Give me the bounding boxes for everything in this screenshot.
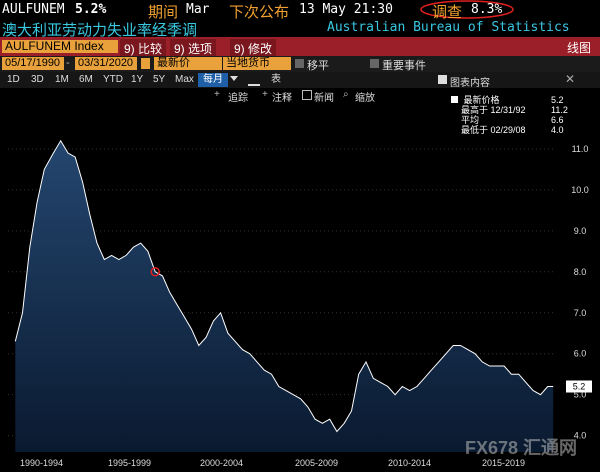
y-tick-label: 11.0 — [572, 144, 589, 154]
currency-select[interactable]: 当地货币 — [223, 57, 291, 70]
ticker-symbol: AULFUNEM — [2, 2, 65, 17]
legend-latest: 最新价格 5.2 — [451, 95, 571, 105]
legend-latest-value: 5.2 — [551, 95, 564, 105]
x-label-2010: 2010-2014 — [388, 458, 432, 468]
ticker-value: 5.2% — [75, 2, 107, 17]
next-release-label: 下次公布 — [229, 3, 290, 21]
legend-low-label: 最低于 — [461, 125, 489, 135]
legend-low: 最低于 02/29/08 4.0 — [451, 125, 571, 135]
y-tick-label: 10.0 — [571, 185, 589, 195]
command-toolbar: AULFUNEM Index 9) 比较 9) 选项 9) 修改 线图 — [0, 37, 600, 58]
legend-low-value: 4.0 — [551, 125, 564, 135]
calendar-icon[interactable] — [141, 58, 150, 69]
chart-content-icon[interactable] — [438, 75, 447, 84]
legend-avg-value: 6.6 — [551, 115, 564, 125]
range-6m[interactable]: 6M — [79, 74, 93, 85]
last-value-label: 5.2 — [566, 380, 592, 393]
title-row: 澳大利亚劳动力失业率经季调 Australian Bureau of Stati… — [0, 19, 600, 39]
y-tick-label: 8.0 — [574, 267, 587, 277]
period-value: Mar — [186, 2, 210, 17]
chart-type-label: 线图 — [567, 41, 592, 55]
series-area — [15, 140, 554, 453]
legend-low-date: 02/29/08 — [490, 125, 526, 135]
track-tool[interactable]: 追踪 — [228, 93, 248, 104]
legend-swatch — [451, 96, 458, 103]
y-tick-label: 5.0 — [574, 390, 587, 400]
x-label-2005: 2005-2009 — [295, 458, 339, 468]
legend-high-date: 12/31/92 — [490, 105, 526, 115]
table-label[interactable]: 表 — [271, 74, 281, 85]
survey-circle-annotation — [420, 0, 514, 19]
x-label-2015: 2015-2019 — [482, 458, 526, 468]
frequency-select[interactable]: 每月 — [198, 73, 228, 87]
options-button[interactable]: 9) 选项 — [170, 39, 217, 58]
smooth-checkbox[interactable] — [295, 59, 304, 68]
chart-style-icon[interactable] — [248, 76, 260, 86]
chart-content-label[interactable]: 图表内容 — [450, 78, 490, 89]
survey-value: 8.3% — [471, 2, 503, 17]
smooth-label: 移平 — [307, 60, 329, 72]
plus-icon[interactable]: + — [214, 89, 220, 100]
legend-high: 最高于 12/31/92 11.2 — [451, 105, 571, 115]
chart-tools-bar: + 追踪 + 注释 新闻 ⌕ 缩放 — [0, 88, 600, 104]
period-label: 期间 — [148, 3, 179, 21]
compare-button[interactable]: 9) 比较 — [120, 39, 167, 58]
data-source: Australian Bureau of Statistics — [327, 20, 570, 35]
indicator-title: 澳大利亚劳动力失业率经季调 — [2, 21, 198, 39]
range-bar: 1D 3D 1M 6M YTD 1Y 5Y Max 每月 表 图表内容 ✕ — [0, 72, 600, 89]
zoom-icon[interactable]: ⌕ — [343, 89, 349, 100]
y-tick-label: 9.0 — [574, 226, 587, 236]
chart-legend: 最新价格 5.2 最高于 12/31/92 11.2 平均 6.6 最低于 02… — [451, 95, 571, 143]
last-value-box — [566, 380, 592, 393]
zoom-tool[interactable]: 缩放 — [355, 93, 375, 104]
x-label-1995: 1995-1999 — [108, 458, 152, 468]
next-release-value: 13 May 21:30 — [299, 2, 393, 17]
date-separator: - — [66, 57, 70, 69]
legend-high-value: 11.2 — [551, 105, 568, 115]
y-tick-label: 4.0 — [574, 431, 587, 441]
index-field[interactable]: AULFUNEM Index — [2, 40, 118, 53]
legend-avg: 平均 6.6 — [451, 115, 571, 125]
events-label: 重要事件 — [382, 60, 426, 72]
price-field-select[interactable]: 最新价 — [154, 57, 222, 70]
controls-bar: 05/17/1990 - 03/31/2020 最新价 当地货币 移平 重要事件 — [0, 56, 600, 72]
ticker-header: AULFUNEM 5.2% 期间 Mar 下次公布 13 May 21:30 调… — [0, 0, 600, 21]
unemployment-chart[interactable]: 4.0 5.0 6.0 7.0 8.0 9.0 10.0 11.0 5.2 — [0, 102, 600, 456]
y-axis: 4.0 5.0 6.0 7.0 8.0 9.0 10.0 11.0 — [571, 144, 589, 441]
survey-label: 调查 — [432, 3, 463, 21]
annotate-icon[interactable]: + — [262, 89, 268, 100]
news-icon[interactable] — [302, 90, 312, 100]
y-tick-label: 7.0 — [574, 308, 587, 318]
x-label-1990: 1990-1994 — [20, 458, 64, 468]
highlight-marker — [150, 267, 160, 277]
x-label-2000: 2000-2004 — [200, 458, 244, 468]
range-3d[interactable]: 3D — [31, 74, 44, 85]
range-1m[interactable]: 1M — [55, 74, 69, 85]
legend-high-label: 最高于 — [461, 105, 489, 115]
news-tool[interactable]: 新闻 — [314, 93, 334, 104]
range-5y[interactable]: 5Y — [153, 74, 166, 85]
last-value-text: 5.2 — [573, 382, 586, 392]
watermark-logo: FX678 汇通网 — [465, 438, 578, 458]
start-date-field[interactable]: 05/17/1990 — [2, 57, 64, 70]
close-icon[interactable]: ✕ — [565, 72, 576, 86]
y-tick-label: 6.0 — [574, 349, 587, 359]
legend-latest-label: 最新价格 — [463, 95, 500, 105]
chevron-down-icon[interactable] — [230, 76, 238, 81]
legend-avg-label: 平均 — [461, 115, 480, 125]
range-1d[interactable]: 1D — [7, 74, 20, 85]
range-1y[interactable]: 1Y — [131, 74, 144, 85]
annotate-tool[interactable]: 注释 — [272, 93, 292, 104]
end-date-field[interactable]: 03/31/2020 — [75, 57, 137, 70]
series-line — [14, 139, 554, 433]
range-max[interactable]: Max — [175, 74, 194, 85]
x-axis: 1990-1994 1995-1999 2000-2004 2005-2009 … — [0, 458, 600, 472]
range-ytd[interactable]: YTD — [103, 74, 123, 85]
events-checkbox[interactable] — [370, 59, 379, 68]
edit-button[interactable]: 9) 修改 — [230, 39, 277, 58]
